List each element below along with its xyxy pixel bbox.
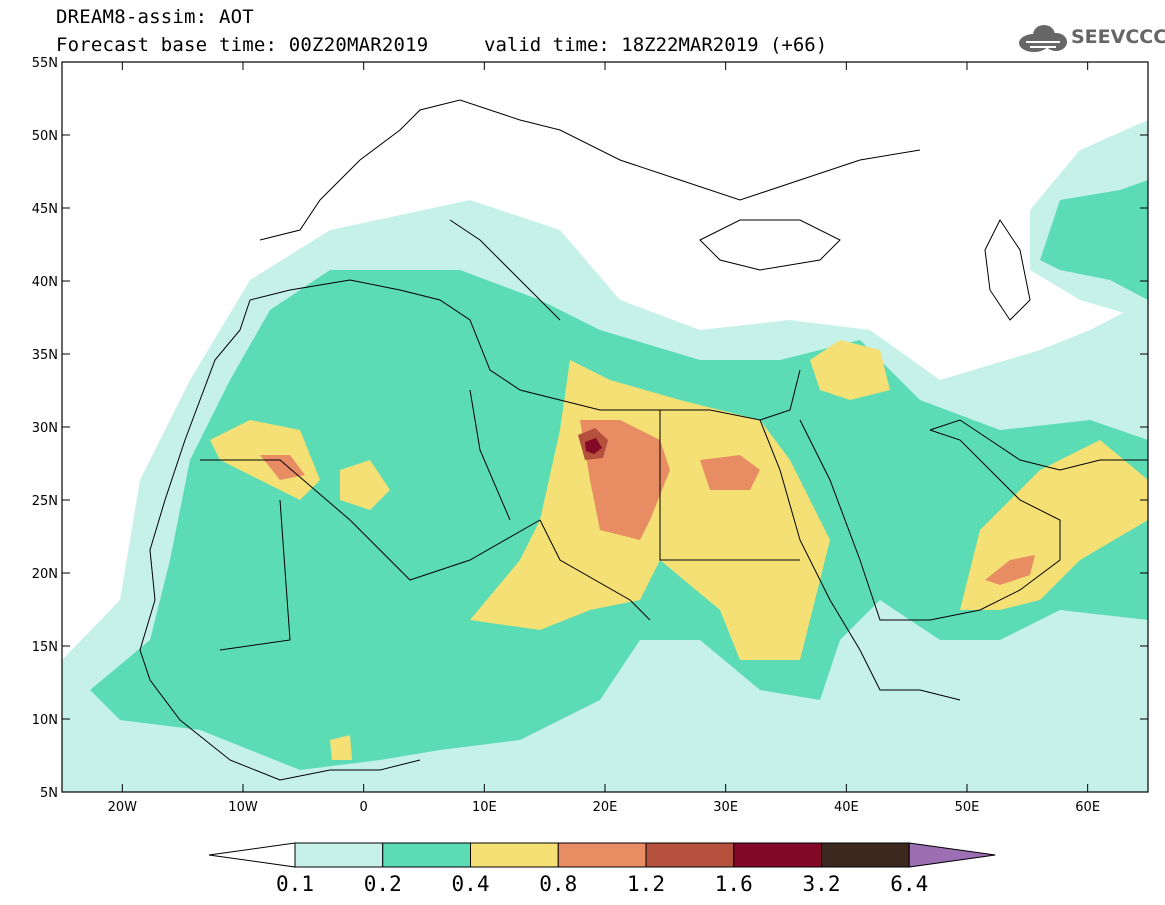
logo-text: SEEVCCC (1071, 26, 1165, 48)
aot-contour-0.4-westafrica (330, 735, 352, 760)
lat-tick-label: 35N (32, 348, 58, 363)
forecast-base-time: Forecast base time: 00Z20MAR2019 (56, 34, 429, 56)
border-chad (539, 519, 651, 621)
colorbar-label: 0.2 (363, 872, 402, 896)
aot-contour-1.6 (585, 438, 602, 454)
lat-tick-label: 15N (32, 640, 58, 655)
longitude-ticks: 20W 10W 0 10E 20E 30E 40E 50E 60E (108, 62, 1100, 815)
colorbar-segment (821, 842, 910, 868)
aot-contour-0.8-arabia (985, 555, 1035, 585)
lon-tick-label: 50E (955, 800, 980, 815)
lat-tick-label: 25N (32, 494, 58, 509)
lat-tick-label: 55N (32, 56, 58, 71)
aot-contour-0.2-east (1040, 180, 1148, 300)
border-sahara1 (200, 459, 541, 581)
lon-tick-label: 30E (713, 800, 738, 815)
colorbar-label: 1.6 (714, 872, 753, 896)
lat-tick-label: 50N (32, 129, 58, 144)
colorbar-label: 3.2 (802, 872, 841, 896)
coast-blacksea (699, 219, 841, 271)
colorbar-low-extend (208, 842, 296, 868)
colorbar-segment (382, 842, 471, 868)
colorbar-label: 0.4 (451, 872, 490, 896)
lat-tick-label: 20N (32, 567, 58, 582)
colorbar-segment (645, 842, 735, 868)
colorbar-label: 6.4 (890, 872, 929, 896)
border-sahara2 (469, 389, 511, 521)
border-libya-egypt (659, 410, 800, 561)
lat-tick-label: 10N (32, 713, 58, 728)
latitude-ticks: 55N 50N 45N 40N 35N 30N 25N 20N 15N 10N 5N (32, 56, 1148, 801)
lon-tick-label: 20E (593, 800, 618, 815)
coast-arabia (799, 419, 1061, 621)
lon-tick-label: 0 (360, 800, 368, 815)
coast-italy (449, 219, 561, 321)
border-mali (219, 499, 291, 651)
coast-westafrica (139, 299, 421, 781)
colorbar-segment (733, 842, 822, 868)
coast-redsea (759, 419, 961, 701)
lon-tick-label: 20W (108, 800, 138, 815)
lat-tick-label: 45N (32, 202, 58, 217)
cloud-icon (1019, 25, 1067, 52)
colorbar-segment (294, 842, 384, 868)
coast-mediterranean (249, 279, 801, 421)
valid-time: valid time: 18Z22MAR2019 (+66) (484, 34, 828, 56)
colorbar-segment (470, 842, 559, 868)
map-title: DREAM8-assim: AOT (56, 6, 254, 28)
colorbar-label: 0.1 (276, 872, 314, 896)
aot-contour-0.8-morocco (260, 455, 305, 480)
coastlines (139, 99, 1148, 781)
lon-tick-label: 10E (472, 800, 497, 815)
coast-europe (259, 99, 921, 241)
colorbar-label: 0.8 (539, 872, 578, 896)
lon-tick-label: 60E (1075, 800, 1100, 815)
aot-contour-0.4-sahara (340, 460, 390, 510)
lat-tick-label: 40N (32, 275, 58, 290)
lat-tick-label: 30N (32, 421, 58, 436)
lat-tick-label: 5N (40, 786, 58, 801)
colorbar (208, 842, 996, 868)
aot-contour-0.8-egypt (700, 455, 760, 490)
lon-tick-label: 10W (228, 800, 258, 815)
lon-tick-label: 40E (834, 800, 859, 815)
colorbar-segment (557, 842, 647, 868)
aot-contour-0.4-iraq (810, 340, 890, 400)
colorbar-label: 1.2 (627, 872, 665, 896)
colorbar-high-extend (908, 842, 996, 868)
coast-persian-gulf (929, 419, 1148, 471)
coast-caspian (984, 219, 1031, 321)
